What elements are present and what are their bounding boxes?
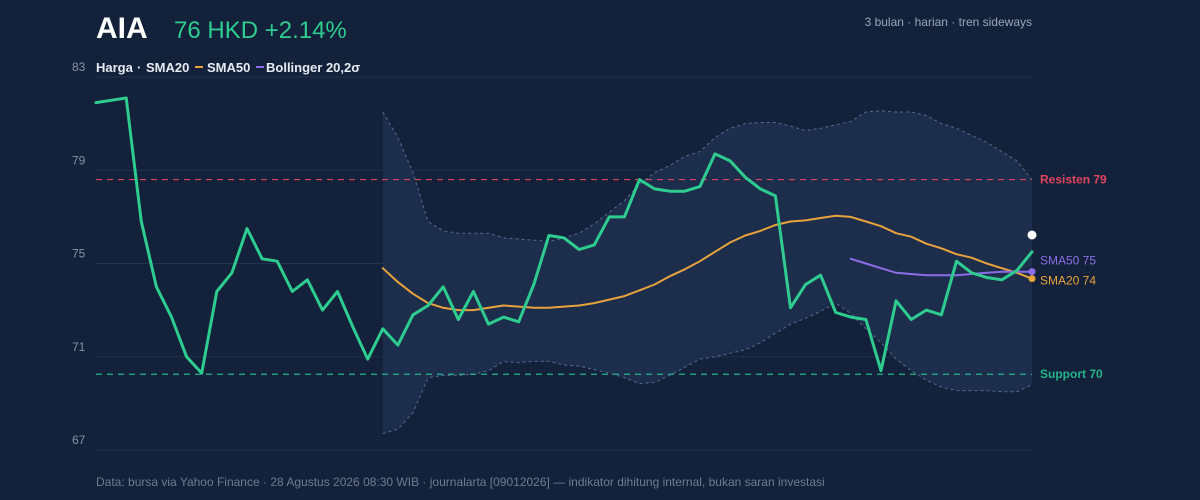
chart-legend: Harga · SMA20 SMA50 Bollinger 20,2σ [96,60,360,75]
sma20-end-label: SMA20 74 [1040,274,1096,288]
y-tick-label-71: 71 [72,340,86,354]
bollinger-band [382,110,1033,435]
legend-separator: · [137,60,141,75]
y-tick-label-67: 67 [72,433,86,447]
bollinger-band-area [382,110,1032,434]
price-line [94,96,1034,375]
legend-bollinger-label: Bollinger 20,2σ [266,60,360,75]
legend-sma20-label: SMA20 [146,60,189,75]
bollinger-lower-line [382,302,1033,435]
price-change: 76 HKD +2.14% [174,17,347,44]
legend-sma50-label: SMA50 [207,60,250,75]
period-note: 3 bulan · harian · tren sideways [865,15,1032,29]
sma50-end-label: SMA50 75 [1040,254,1096,268]
bollinger-upper-line [382,110,1033,242]
indicator-lines [94,96,1034,375]
y-tick-label-79: 79 [72,153,86,167]
footer-note: Data: bursa via Yahoo Finance · 28 Agust… [96,475,825,489]
sma50-line [849,257,1033,277]
chart-markers [1027,230,1037,283]
sma20-line [381,214,1033,312]
last-price-marker [1027,230,1037,240]
sma50-end-marker [1028,268,1036,276]
ticker-symbol: AIA [96,12,148,45]
resistance-label: Resisten 79 [1040,173,1107,187]
chart-labels: 67 71 75 79 83 Resisten 79 Support 70 SMA50 75 S… [72,60,1107,447]
y-tick-label-83: 83 [72,60,86,74]
legend-price-label: Harga [96,60,134,75]
y-tick-label-75: 75 [72,247,86,261]
support-label: Support 70 [1040,367,1103,381]
sma20-end-marker [1028,275,1036,283]
